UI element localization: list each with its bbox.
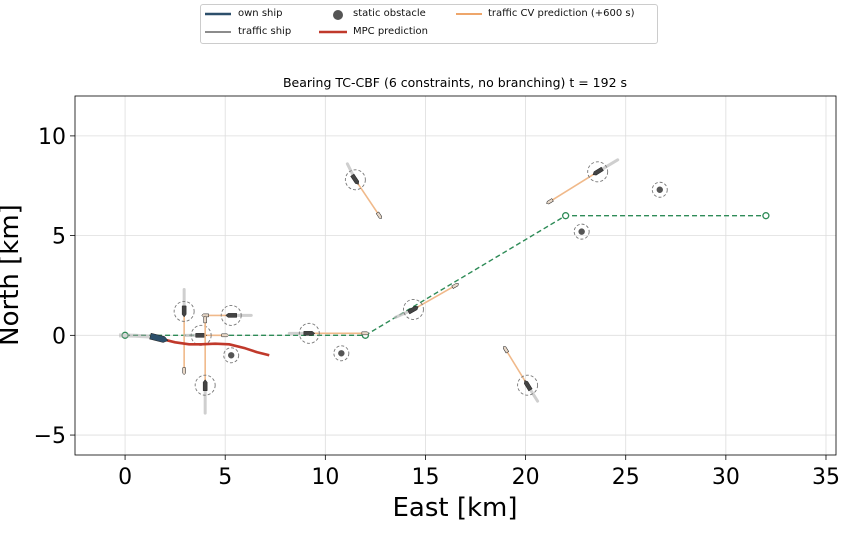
static-obstacle — [228, 352, 235, 359]
traffic-ship-safety-ring — [344, 169, 366, 191]
legend-label-static-obstacle: static obstacle — [353, 8, 426, 19]
legend-swatch-traffic-cv-prediction — [456, 13, 482, 15]
traffic-ship-safety-ring — [517, 374, 539, 396]
legend-label-own-ship: own ship — [238, 8, 283, 19]
traffic-cv-prediction — [354, 179, 381, 217]
traffic-ship-safety-ring — [194, 374, 216, 396]
x-tick-label: 35 — [812, 465, 840, 490]
grid-lines — [75, 96, 836, 455]
traffic-cv-prediction — [413, 284, 456, 311]
x-tick-label: 30 — [712, 465, 740, 490]
traffic-ship-ghost — [451, 282, 459, 289]
traffic-ship-safety-ring — [173, 300, 195, 322]
x-tick-label: 10 — [311, 465, 339, 490]
traffic-ship-ghost — [503, 345, 510, 354]
traffic-ship-safety-ring — [220, 304, 242, 326]
traffic-ship — [181, 305, 187, 318]
legend-swatch-static-obstacle — [333, 10, 343, 20]
traffic-ship-ghost — [182, 367, 186, 376]
x-tick-label: 20 — [512, 465, 540, 490]
static-obstacle-ring — [573, 223, 590, 240]
static-obstacle — [578, 228, 585, 235]
legend-label-mpc-prediction: MPC prediction — [353, 26, 428, 37]
traffic-ship-ghost — [375, 211, 382, 219]
traffic-ship — [202, 379, 208, 391]
traffic-ship-safety-ring — [298, 322, 320, 344]
axis-ticks: 0 5 10 15 20 25 30 35 −5 0 5 10 — [34, 125, 840, 490]
static-obstacle-ring — [651, 181, 668, 198]
traffic-ship — [524, 380, 533, 392]
x-tick-label: 0 — [118, 465, 132, 490]
x-tick-label: 15 — [411, 465, 439, 490]
static-obstacle — [656, 186, 663, 193]
traffic-ship-ghost — [221, 333, 230, 338]
traffic-ship — [350, 173, 359, 185]
y-tick-label: 5 — [52, 225, 66, 250]
own-ship — [149, 332, 169, 343]
static-obstacle-ring — [333, 345, 350, 362]
plot-area — [119, 158, 770, 415]
data-layer — [119, 158, 770, 415]
traffic-ship — [592, 166, 604, 176]
legend-label-traffic-ship: traffic ship — [238, 26, 292, 37]
traffic-ship — [303, 331, 316, 336]
legend-swatch-own-ship — [205, 12, 231, 16]
y-tick-label: 0 — [52, 324, 66, 349]
y-axis-label: North [km] — [0, 204, 25, 346]
traffic-cv-prediction — [504, 348, 529, 386]
waypoint-marker — [561, 212, 570, 220]
traffic-ship-ghost — [361, 331, 370, 336]
static-obstacle-ring — [223, 347, 240, 364]
x-tick-label: 25 — [612, 465, 640, 490]
traffic-ship-safety-ring — [402, 298, 424, 320]
legend: own ship traffic ship static obstacle MP… — [200, 4, 658, 44]
axes-frame — [74, 95, 837, 456]
static-obstacle — [338, 350, 345, 357]
waypoint-route — [125, 214, 766, 337]
waypoint-marker — [762, 212, 770, 220]
traffic-ship — [407, 305, 419, 315]
legend-label-traffic-cv-prediction: traffic CV prediction (+600 s) — [488, 8, 635, 19]
legend-swatch-mpc-prediction — [319, 30, 347, 34]
x-axis-label: East [km] — [392, 493, 517, 523]
traffic-ship-ghost — [203, 315, 207, 324]
traffic-cv-prediction — [549, 171, 599, 203]
traffic-ship — [225, 313, 237, 318]
mpc-prediction-line — [158, 337, 270, 357]
legend-swatch-traffic-ship — [205, 31, 231, 33]
traffic-ship-safety-ring — [587, 161, 609, 183]
traffic-ship-ghost — [546, 198, 554, 205]
chart-title: Bearing TC-CBF (6 constraints, no branch… — [283, 75, 627, 90]
x-tick-label: 5 — [218, 465, 232, 490]
y-tick-label: 10 — [38, 125, 66, 150]
y-tick-label: −5 — [34, 424, 66, 449]
